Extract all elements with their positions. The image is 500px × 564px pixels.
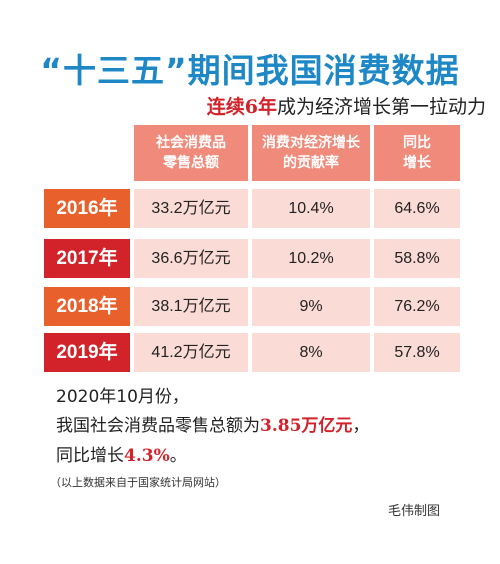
table-cell-total: 36.6万亿元 (134, 239, 248, 278)
column-header: 社会消费品 零售总额 (134, 125, 248, 181)
table-cell-growth: 64.6% (374, 189, 460, 228)
note-growth-value: 4.3% (124, 446, 170, 466)
subtitle-highlight: 连续6年 (206, 96, 277, 118)
table-cell-growth: 58.8% (374, 239, 460, 278)
table-cell-total: 33.2万亿元 (134, 189, 248, 228)
table-cell-contribution: 9% (252, 287, 370, 326)
column-header: 消费对经济增长 的贡献率 (252, 125, 370, 181)
column-header-line: 增长 (403, 155, 431, 171)
table-cell-growth: 57.8% (374, 333, 460, 372)
column-header-line: 零售总额 (163, 155, 219, 171)
subtitle-text: 成为经济增长第一拉动力 (276, 96, 486, 118)
table-cell-contribution: 10.4% (252, 189, 370, 228)
column-header-line: 同比 (403, 135, 431, 151)
table-cell-total: 38.1万亿元 (134, 287, 248, 326)
credit: 毛伟制图 (388, 504, 441, 519)
column-header: 同比 增长 (374, 125, 460, 181)
note-line-2-punct: ， (352, 416, 370, 436)
note-line-3-punct: 。 (169, 446, 187, 466)
note-line-2-text: 我国社会消费品零售总额为 (56, 416, 260, 436)
table-cell-contribution: 8% (252, 333, 370, 372)
source-note: （以上数据来自于国家统计局网站） (50, 476, 226, 489)
column-header-line: 的贡献率 (283, 155, 339, 171)
year-label: 2019年 (44, 333, 130, 372)
chart-title: “十三五”期间我国消费数据 (40, 51, 460, 90)
column-header-line: 社会消费品 (156, 135, 226, 151)
chart-subtitle: 连续6年成为经济增长第一拉动力 (0, 92, 486, 119)
year-label: 2016年 (44, 189, 130, 228)
note-line-1: 2020年10月份， (56, 387, 189, 407)
note-line-3-text: 同比增长 (56, 446, 124, 466)
year-label: 2017年 (44, 239, 130, 278)
note-line-2: 我国社会消费品零售总额为3.85万亿元， (56, 411, 496, 436)
note-total-value: 3.85万亿元 (260, 416, 353, 436)
note-line-3: 同比增长4.3%。 (56, 441, 496, 466)
year-label: 2018年 (44, 287, 130, 326)
column-header-line: 消费对经济增长 (262, 135, 360, 151)
table-cell-contribution: 10.2% (252, 239, 370, 278)
table-cell-growth: 76.2% (374, 287, 460, 326)
table-cell-total: 41.2万亿元 (134, 333, 248, 372)
